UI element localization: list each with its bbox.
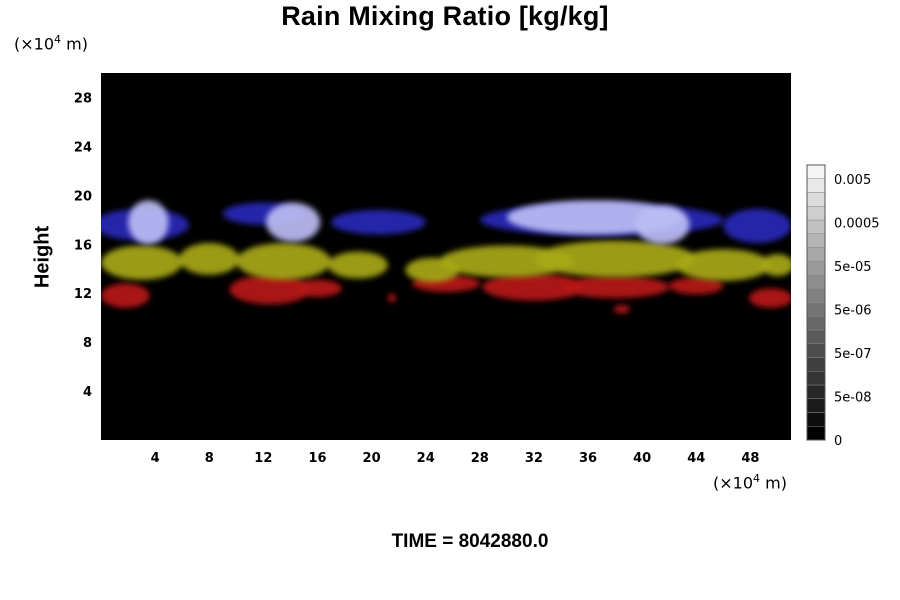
x-tick-label: 16	[308, 451, 326, 466]
colorbar-swatch	[806, 316, 826, 331]
x-tick-label: 20	[363, 451, 381, 466]
y-tick-label: 16	[74, 238, 92, 253]
colorbar-swatch	[806, 164, 826, 179]
rain-cell	[101, 245, 183, 280]
rain-cell	[266, 202, 321, 242]
x-tick-label: 36	[579, 451, 597, 466]
x-unit-suffix: m)	[760, 473, 787, 493]
rain-cell	[101, 283, 150, 308]
colorbar-swatch	[806, 233, 826, 248]
rain-layer	[101, 240, 791, 283]
y-tick-label: 24	[74, 140, 92, 155]
rain-cell	[128, 200, 169, 245]
rain-field	[101, 200, 791, 314]
colorbar-swatch	[806, 206, 826, 221]
x-tick-label: 8	[205, 451, 214, 466]
y-tick-label: 28	[74, 91, 92, 106]
time-label: TIME = 8042880.0	[391, 531, 549, 552]
rain-cell	[533, 240, 697, 278]
rain-cell	[293, 279, 342, 297]
rain-cell	[561, 276, 670, 299]
y-tick-label: 20	[74, 189, 92, 204]
y-tick-label: 8	[83, 336, 92, 351]
colorbar-swatch	[806, 219, 826, 234]
colorbar-swatch	[806, 398, 826, 413]
rain-cell	[387, 293, 396, 303]
colorbar: 0 5e-08 5e-07 5e-06 5e-05 0.0005 0.005	[806, 164, 880, 449]
x-unit-prefix: (×10	[713, 473, 754, 493]
y-unit-prefix: (×10	[14, 34, 55, 54]
x-unit-exponent: 4	[753, 472, 761, 485]
rain-layer	[101, 273, 791, 314]
rain-cell	[328, 251, 388, 279]
colorbar-tick-label: 5e-08	[834, 391, 872, 406]
colorbar-swatch	[806, 343, 826, 358]
colorbar-swatch	[806, 357, 826, 372]
rain-cell	[676, 249, 771, 281]
colorbar-swatch	[806, 371, 826, 386]
rain-cell	[229, 274, 311, 305]
y-unit-exponent: 4	[54, 33, 62, 46]
colorbar-swatch	[806, 192, 826, 207]
colorbar-tick-label: 0	[834, 434, 842, 449]
colorbar-swatch	[806, 178, 826, 193]
x-tick-label: 12	[254, 451, 272, 466]
rain-cell	[179, 243, 239, 275]
colorbar-swatch	[806, 329, 826, 344]
x-tick-label: 28	[471, 451, 489, 466]
chart-title: Rain Mixing Ratio [kg/kg]	[281, 1, 609, 31]
colorbar-swatch	[806, 288, 826, 303]
colorbar-swatch	[806, 426, 826, 441]
rain-cell	[723, 208, 791, 244]
colorbar-swatch	[806, 302, 826, 317]
x-tick-label: 40	[633, 451, 651, 466]
rain-cell	[669, 277, 724, 295]
colorbar-swatch	[806, 412, 826, 427]
y-unit-suffix: m)	[61, 34, 88, 54]
colorbar-tick-label: 0.005	[834, 173, 871, 188]
x-tick-label: 24	[417, 451, 435, 466]
rain-cell	[761, 254, 791, 277]
rain-cell	[482, 273, 586, 301]
x-tick-label: 4	[151, 451, 160, 466]
colorbar-tick-label: 0.0005	[834, 217, 880, 232]
colorbar-swatch	[806, 274, 826, 289]
colorbar-tick-label: 5e-07	[834, 347, 872, 362]
x-tick-labels: 4 8 12 16 20 24 28 32 36 40 44 48	[151, 451, 760, 466]
colorbar-tick-label: 5e-06	[834, 304, 872, 319]
rain-cell	[635, 205, 690, 245]
colorbar-frame	[806, 164, 826, 441]
x-unit-label: (×104 m)	[713, 472, 787, 492]
y-tick-label: 12	[74, 287, 92, 302]
x-tick-label: 44	[687, 451, 705, 466]
y-tick-labels: 4 8 12 16 20 24 28	[74, 91, 92, 400]
rain-layer	[128, 200, 690, 245]
y-tick-label: 4	[83, 385, 92, 400]
x-tick-label: 32	[525, 451, 543, 466]
y-unit-label: (×104 m)	[14, 33, 88, 53]
rain-cell	[749, 288, 791, 308]
rain-cell	[613, 304, 630, 314]
rain-cell	[236, 243, 331, 280]
colorbar-swatch	[806, 384, 826, 399]
colorbar-swatch	[806, 247, 826, 262]
rain-cell	[331, 210, 426, 235]
colorbar-tick-label: 5e-05	[834, 260, 872, 275]
colorbar-swatch	[806, 261, 826, 276]
x-tick-label: 48	[741, 451, 759, 466]
